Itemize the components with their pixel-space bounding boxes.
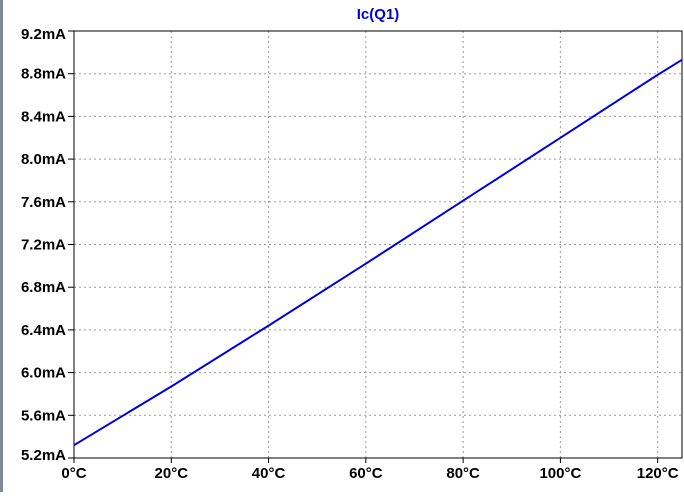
labels: 0°C 20°C 40°C 60°C 80°C 100°C 120°C 5.2mA 5.6mA 6… [21, 6, 679, 482]
y-tick-label: 7.6mA [21, 194, 66, 211]
x-tick-label: 60°C [349, 465, 383, 482]
x-tick-label: 20°C [155, 465, 189, 482]
y-tick-label: 9.2mA [21, 26, 66, 43]
y-tick-label: 8.0mA [21, 151, 66, 168]
trace-label[interactable]: Ic(Q1) [357, 6, 400, 23]
x-tick-label: 100°C [539, 465, 581, 482]
y-tick-label: 6.0mA [21, 365, 66, 382]
axes [68, 30, 683, 463]
y-tick-label: 5.6mA [21, 407, 66, 424]
x-tick-label: 40°C [252, 465, 286, 482]
x-tick-label: 80°C [446, 465, 480, 482]
plot-frame [73, 30, 683, 459]
x-tick-label: 120°C [637, 465, 679, 482]
y-tick-label: 6.4mA [21, 322, 66, 339]
x-tick-label: 0°C [61, 465, 86, 482]
y-tick-label: 7.2mA [21, 237, 66, 254]
y-tick-label: 6.8mA [21, 279, 66, 296]
grid [74, 31, 682, 458]
y-tick-label: 5.2mA [21, 447, 66, 464]
series-layer [73, 58, 683, 447]
y-tick-label: 8.8mA [21, 66, 66, 83]
series-line-ic-q1 [73, 58, 683, 447]
window-edge [0, 0, 3, 492]
y-tick-label: 8.4mA [21, 108, 66, 125]
